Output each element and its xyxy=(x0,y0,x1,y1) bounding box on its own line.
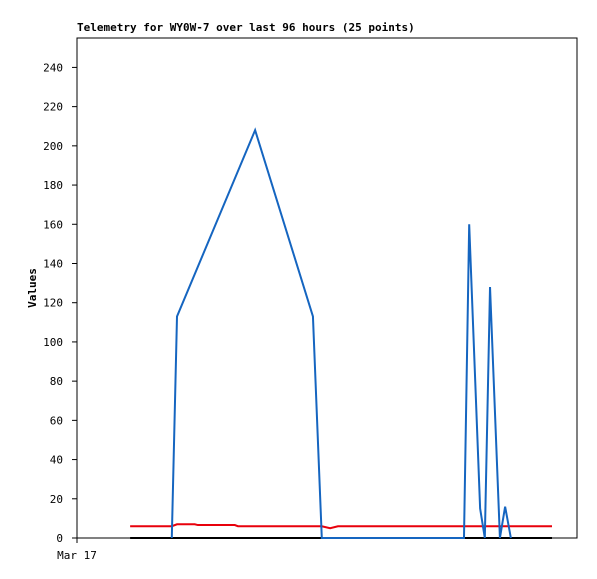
series-line xyxy=(170,127,512,539)
chart-title: Telemetry for WY0W-7 over last 96 hours … xyxy=(77,21,415,34)
y-tick-label: 220 xyxy=(43,101,63,114)
y-tick-label: 60 xyxy=(50,414,63,427)
y-tick-label: 240 xyxy=(43,61,63,74)
y-axis-label: Values xyxy=(26,268,39,308)
y-tick-label: 180 xyxy=(43,179,63,192)
y-tick-label: 80 xyxy=(50,375,63,388)
x-tick-label: Mar 17 xyxy=(57,549,97,562)
y-tick-label: 120 xyxy=(43,297,63,310)
y-tick-label: 20 xyxy=(50,493,63,506)
y-tick-label: 160 xyxy=(43,218,63,231)
y-tick-label: 0 xyxy=(56,532,63,545)
y-tick-label: 140 xyxy=(43,257,63,270)
plot-frame xyxy=(76,37,578,539)
y-tick-label: 100 xyxy=(43,336,63,349)
y-tick-label: 200 xyxy=(43,140,63,153)
series-line xyxy=(130,523,552,530)
y-tick-label: 40 xyxy=(50,454,63,467)
